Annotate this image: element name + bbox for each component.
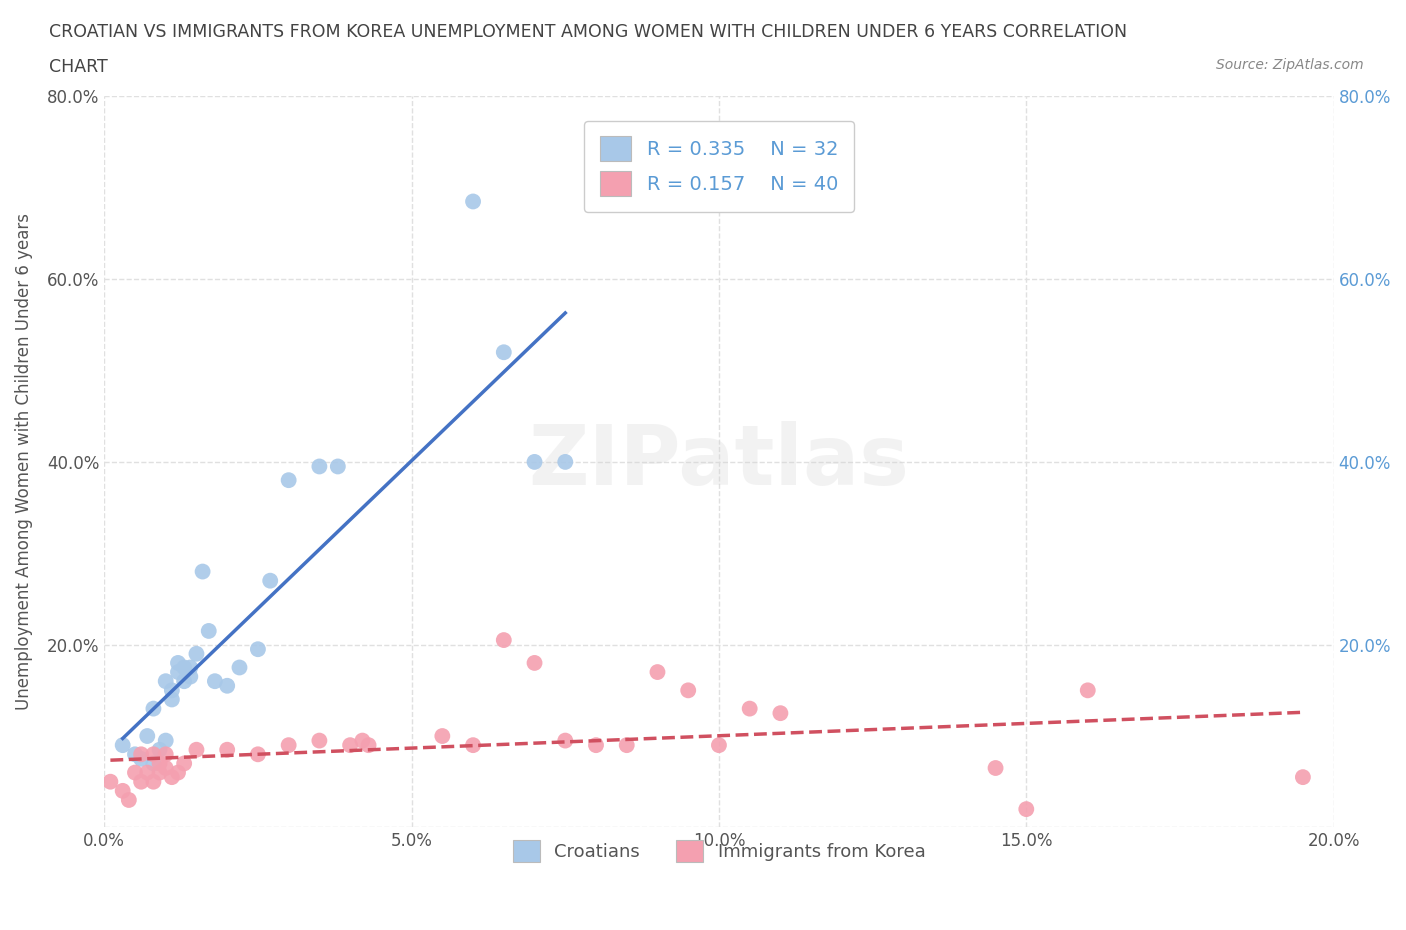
Point — [277, 472, 299, 487]
Point — [217, 678, 239, 693]
Point — [217, 742, 239, 757]
Point — [228, 660, 250, 675]
Point — [173, 756, 195, 771]
Point — [129, 751, 152, 766]
Point — [136, 728, 159, 743]
Point — [339, 737, 361, 752]
Point — [523, 656, 546, 671]
Point — [173, 673, 195, 688]
Point — [179, 670, 201, 684]
Point — [1077, 683, 1099, 698]
Point — [308, 733, 330, 748]
Point — [118, 792, 141, 807]
Point — [461, 194, 484, 209]
Point — [769, 706, 792, 721]
Point — [197, 623, 219, 638]
Point — [259, 573, 281, 588]
Point — [1292, 770, 1315, 785]
Point — [167, 656, 190, 671]
Point — [148, 756, 170, 771]
Point — [246, 642, 269, 657]
Point — [111, 737, 134, 752]
Point — [186, 742, 208, 757]
Point — [124, 747, 146, 762]
Point — [148, 765, 170, 780]
Point — [160, 692, 183, 707]
Point — [155, 747, 177, 762]
Point — [155, 733, 177, 748]
Point — [492, 632, 515, 647]
Point — [616, 737, 638, 752]
Point — [707, 737, 730, 752]
Text: CHART: CHART — [49, 58, 108, 75]
Point — [554, 733, 576, 748]
Y-axis label: Unemployment Among Women with Children Under 6 years: Unemployment Among Women with Children U… — [15, 213, 32, 711]
Point — [142, 747, 165, 762]
Point — [142, 701, 165, 716]
Point — [676, 683, 699, 698]
Point — [167, 665, 190, 680]
Text: ZIPatlas: ZIPatlas — [529, 421, 910, 502]
Point — [160, 770, 183, 785]
Point — [167, 765, 190, 780]
Point — [186, 646, 208, 661]
Point — [191, 565, 214, 579]
Text: CROATIAN VS IMMIGRANTS FROM KOREA UNEMPLOYMENT AMONG WOMEN WITH CHILDREN UNDER 6: CROATIAN VS IMMIGRANTS FROM KOREA UNEMPL… — [49, 23, 1128, 41]
Point — [204, 673, 226, 688]
Point — [155, 761, 177, 776]
Point — [129, 775, 152, 790]
Point — [124, 765, 146, 780]
Point — [246, 747, 269, 762]
Point — [432, 728, 454, 743]
Point — [326, 459, 349, 474]
Point — [142, 775, 165, 790]
Point — [492, 345, 515, 360]
Point — [148, 742, 170, 757]
Point — [352, 733, 374, 748]
Point — [523, 455, 546, 470]
Point — [173, 660, 195, 675]
Point — [277, 737, 299, 752]
Point — [554, 455, 576, 470]
Point — [1015, 802, 1038, 817]
Point — [142, 756, 165, 771]
Point — [738, 701, 761, 716]
Legend: Croatians, Immigrants from Korea: Croatians, Immigrants from Korea — [505, 833, 932, 870]
Point — [308, 459, 330, 474]
Point — [160, 683, 183, 698]
Point — [111, 783, 134, 798]
Point — [461, 737, 484, 752]
Point — [585, 737, 607, 752]
Point — [647, 665, 669, 680]
Point — [984, 761, 1007, 776]
Point — [136, 765, 159, 780]
Text: Source: ZipAtlas.com: Source: ZipAtlas.com — [1216, 58, 1364, 72]
Point — [155, 673, 177, 688]
Point — [100, 775, 122, 790]
Point — [357, 737, 380, 752]
Point — [179, 660, 201, 675]
Point — [129, 747, 152, 762]
